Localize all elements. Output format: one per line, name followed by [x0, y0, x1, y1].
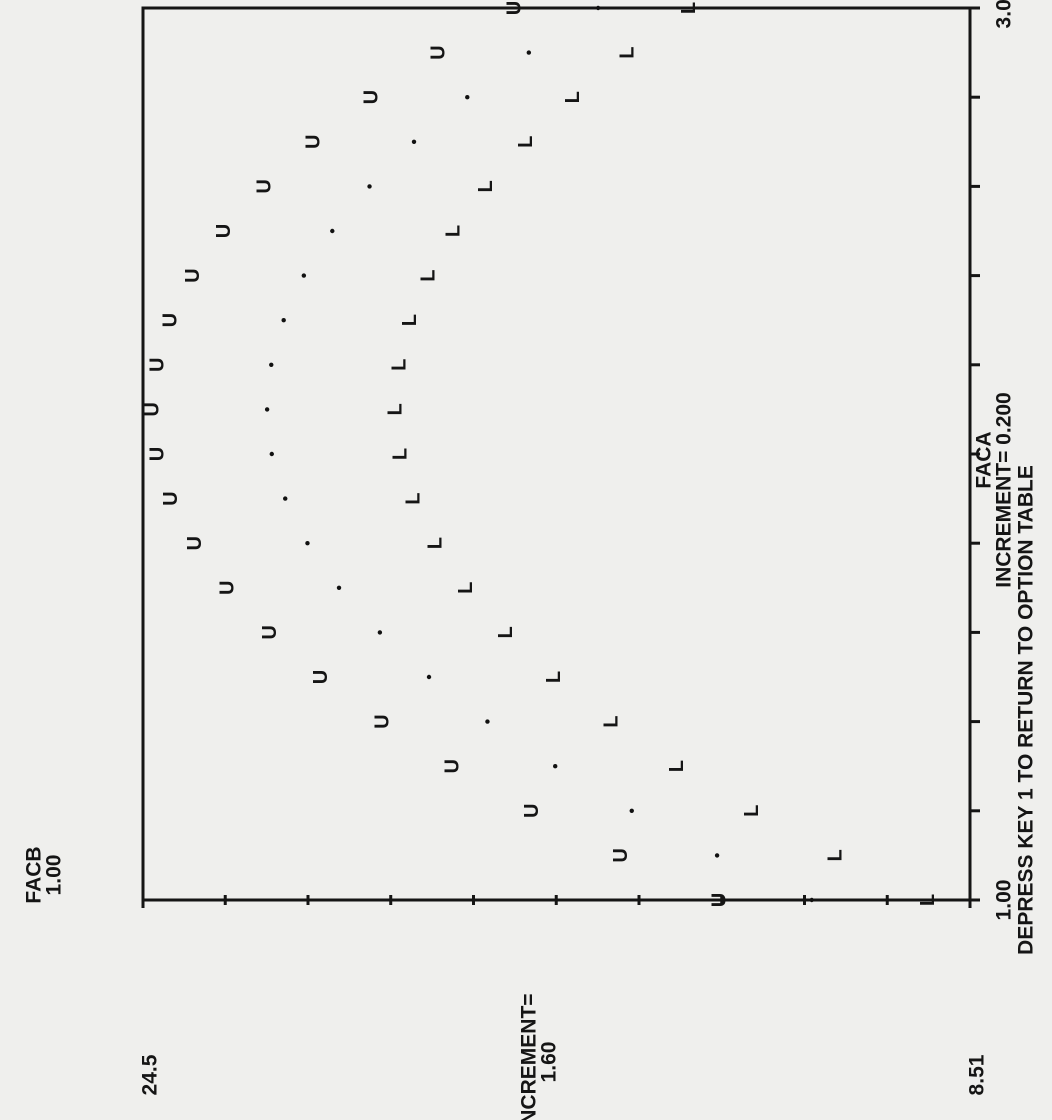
point	[367, 184, 372, 189]
point: L	[389, 448, 411, 460]
point	[465, 95, 470, 100]
point	[485, 719, 490, 724]
point: L	[495, 626, 517, 638]
point: U	[521, 804, 543, 818]
point	[305, 541, 310, 546]
point: U	[310, 670, 332, 684]
point: L	[678, 2, 700, 14]
point: L	[600, 715, 622, 727]
point	[283, 496, 288, 501]
point: U	[259, 625, 281, 639]
point: L	[417, 269, 439, 281]
y-axis-label: FACB	[23, 846, 46, 903]
point: U	[302, 135, 324, 149]
point	[629, 808, 634, 813]
point	[595, 5, 601, 11]
y-tick-label: 24.5	[139, 1054, 162, 1095]
point: L	[543, 671, 565, 683]
point: L	[385, 403, 407, 415]
point: L	[402, 492, 424, 504]
point	[426, 674, 432, 680]
point: U	[142, 402, 164, 416]
point	[301, 273, 307, 278]
point: U	[428, 45, 450, 59]
point: U	[504, 1, 526, 15]
point: U	[371, 714, 393, 728]
point: U	[160, 491, 182, 505]
point: U	[217, 581, 239, 595]
point: U	[360, 90, 382, 104]
point: L	[666, 760, 688, 772]
point: L	[425, 537, 447, 549]
x-axis-label: FACA	[973, 431, 996, 488]
point	[281, 318, 286, 323]
y-tick-label: 8.51	[966, 1054, 989, 1095]
point: L	[824, 849, 846, 861]
point	[714, 853, 720, 858]
point: L	[741, 805, 763, 817]
y-param: 1.00	[43, 855, 66, 896]
point: U	[146, 358, 168, 372]
footer: DEPRESS KEY 1 TO RETURN TO OPTION TABLE	[1015, 465, 1038, 955]
point: L	[475, 180, 497, 192]
y-increment: 1.60	[538, 1042, 561, 1083]
point: L	[917, 894, 939, 906]
point: U	[184, 536, 206, 550]
point: L	[562, 91, 584, 103]
point	[411, 139, 417, 144]
point: U	[213, 224, 235, 238]
point	[336, 585, 342, 590]
point	[809, 897, 814, 903]
point: L	[455, 582, 477, 594]
point: L	[515, 136, 537, 148]
point	[553, 764, 558, 769]
point	[264, 407, 270, 412]
point: L	[616, 46, 638, 58]
point	[269, 362, 274, 367]
point: U	[160, 313, 182, 327]
point	[526, 50, 532, 55]
point: U	[253, 179, 275, 193]
point: L	[399, 314, 421, 326]
point: U	[442, 759, 464, 773]
point	[269, 451, 274, 457]
x-tick-label: 3.00	[993, 0, 1016, 28]
point: L	[388, 359, 410, 371]
point: U	[708, 893, 730, 907]
point: U	[182, 268, 204, 282]
point: U	[146, 447, 168, 461]
y-increment-label: INCREMENT=	[518, 993, 541, 1120]
point: L	[443, 225, 465, 237]
x-increment: INCREMENT= 0.200	[993, 392, 1016, 587]
point	[377, 630, 383, 635]
x-tick-label: 1.00	[993, 880, 1016, 921]
point: U	[610, 848, 632, 862]
point	[330, 228, 335, 234]
